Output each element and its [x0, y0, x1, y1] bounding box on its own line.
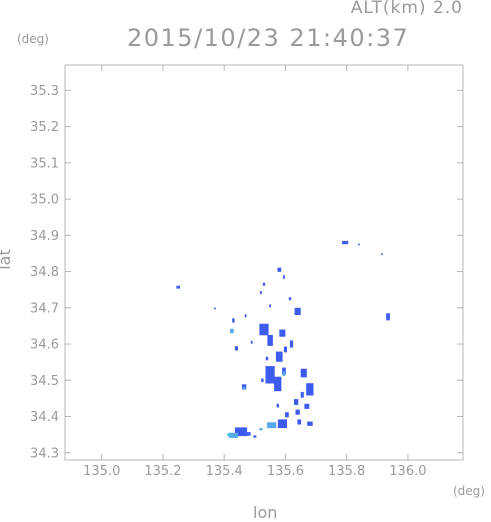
echo-cell: [260, 291, 262, 294]
echo-cell: [246, 432, 251, 436]
echo-cell: [295, 409, 300, 415]
echo-cell: [304, 403, 310, 409]
y-tick-label: 35.2: [30, 120, 59, 135]
altitude-label: ALT(km) 2.0: [350, 0, 463, 18]
y-tick-label: 34.9: [30, 229, 59, 244]
echo-cell: [279, 329, 286, 337]
y-tick-label: 34.4: [30, 410, 59, 425]
echo-cell: [269, 304, 271, 308]
echo-cell: [294, 307, 301, 315]
echo-cell: [275, 351, 283, 362]
y-tick-label: 34.7: [30, 301, 59, 316]
echo-cell: [214, 307, 216, 310]
echo-cell: [283, 275, 285, 279]
echo-cell: [250, 340, 253, 344]
y-tick-label: 34.6: [30, 338, 59, 353]
echo-points: [176, 240, 390, 438]
x-tick-label: 135.0: [83, 464, 120, 479]
echo-cell: [230, 328, 234, 334]
y-tick-label: 34.5: [30, 374, 59, 389]
echo-cell: [277, 267, 282, 272]
echo-cell: [267, 335, 273, 346]
echo-cell: [276, 403, 279, 408]
echo-cell: [282, 367, 286, 375]
echo-cell: [381, 253, 383, 255]
echo-cell: [306, 383, 314, 396]
echo-cell: [282, 371, 286, 376]
echo-cell: [386, 313, 390, 321]
echo-cell: [285, 412, 289, 418]
x-tick-label: 135.2: [144, 464, 181, 479]
echo-cell: [244, 314, 247, 318]
echo-cell: [294, 399, 299, 405]
echo-cell: [274, 376, 282, 392]
y-tick-label: 35.0: [30, 193, 59, 208]
echo-cell: [358, 243, 360, 246]
echo-cell: [242, 386, 246, 390]
y-tick-label: 35.3: [30, 84, 59, 99]
echo-cell: [288, 297, 292, 301]
x-tick-label: 135.4: [206, 464, 243, 479]
echo-cell: [234, 346, 238, 351]
echo-cell: [265, 356, 269, 361]
echo-cell: [259, 323, 269, 336]
echo-cell: [342, 240, 349, 245]
x-tick-label: 135.6: [267, 464, 304, 479]
echo-cell: [267, 422, 277, 429]
echo-cell: [176, 285, 181, 289]
x-tick-label: 135.8: [328, 464, 365, 479]
y-tick-label: 34.3: [30, 446, 59, 461]
echo-cell: [262, 282, 266, 286]
plot-frame: [64, 64, 464, 461]
echo-cell: [228, 432, 238, 438]
axis-ticks: [65, 65, 463, 460]
x-tick-label: 136.0: [389, 464, 426, 479]
echo-cell: [297, 419, 302, 425]
echo-cell: [283, 346, 287, 353]
echo-cell: [261, 378, 264, 383]
echo-cell: [253, 435, 257, 438]
x-axis-unit: (deg): [453, 484, 485, 498]
echo-cell: [234, 427, 248, 437]
echo-cell: [307, 421, 313, 426]
echo-cell: [265, 366, 275, 384]
echo-cell: [290, 340, 294, 348]
timestamp-title: 2015/10/23 21:40:37: [127, 24, 410, 52]
y-axis-unit: (deg): [17, 32, 49, 46]
echo-cell: [300, 368, 307, 378]
echo-cell: [259, 428, 263, 431]
echo-cell: [227, 433, 231, 437]
y-tick-label: 35.1: [30, 156, 59, 171]
axis-tick-labels: 135.0 135.2 135.4 135.6 135.8 136.0 34.3 34.4 34…: [30, 84, 426, 479]
x-axis-title: lon: [253, 503, 278, 522]
y-tick-label: 34.8: [30, 265, 59, 280]
echo-cell: [232, 318, 235, 323]
echo-cell: [277, 419, 287, 429]
echo-cell: [300, 391, 304, 398]
